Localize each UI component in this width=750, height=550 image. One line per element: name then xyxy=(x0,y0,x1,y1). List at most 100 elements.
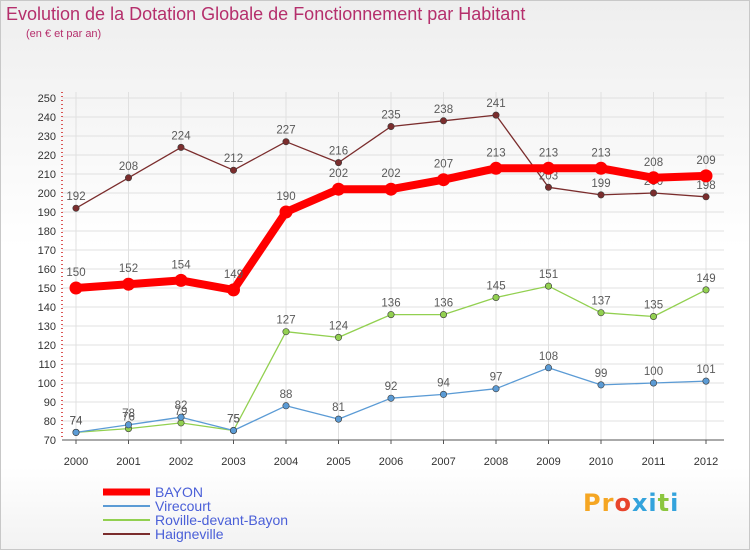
data-point xyxy=(439,390,447,398)
data-label: 150 xyxy=(66,267,85,279)
x-tick-label: 2002 xyxy=(169,456,193,468)
data-label: 152 xyxy=(119,263,138,275)
data-label: 74 xyxy=(70,415,83,427)
data-point xyxy=(489,161,503,175)
data-label: 151 xyxy=(539,269,558,281)
data-point xyxy=(544,364,552,372)
data-label: 88 xyxy=(280,389,293,401)
data-label: 199 xyxy=(591,178,610,190)
data-label: 79 xyxy=(175,406,188,418)
data-label: 235 xyxy=(381,110,400,122)
legend-label: Haigneville xyxy=(155,526,224,542)
data-point xyxy=(72,428,80,436)
y-tick-label: 220 xyxy=(38,150,56,162)
data-point xyxy=(439,117,447,125)
data-label: 203 xyxy=(539,170,558,182)
data-label: 154 xyxy=(171,259,191,271)
data-point xyxy=(594,161,608,175)
logo-letter: i xyxy=(670,489,680,517)
y-tick-label: 140 xyxy=(38,302,56,314)
data-point xyxy=(69,281,83,295)
data-label: 127 xyxy=(276,315,295,327)
y-tick-label: 90 xyxy=(44,397,56,409)
y-tick-label: 170 xyxy=(38,245,56,257)
y-tick-label: 160 xyxy=(38,264,56,276)
y-tick-label: 110 xyxy=(38,359,56,371)
data-label: 101 xyxy=(696,364,715,376)
data-point xyxy=(702,377,710,385)
data-point xyxy=(597,309,605,317)
data-label: 213 xyxy=(539,147,558,159)
data-point xyxy=(122,277,135,291)
data-label: 208 xyxy=(644,157,663,169)
data-point xyxy=(597,191,605,199)
data-label: 124 xyxy=(329,320,349,332)
data-point xyxy=(597,381,605,389)
data-point xyxy=(702,286,710,294)
legend-label: Virecourt xyxy=(155,498,211,514)
data-label: 82 xyxy=(175,400,188,412)
data-label: 136 xyxy=(434,298,453,310)
data-point xyxy=(282,402,290,410)
data-label: 76 xyxy=(122,412,135,424)
data-label: 202 xyxy=(381,168,400,180)
data-label: 74 xyxy=(70,415,83,427)
data-label: 92 xyxy=(385,381,398,393)
data-label: 208 xyxy=(119,161,138,173)
logo-letter: i xyxy=(648,489,658,517)
data-label: 149 xyxy=(696,273,715,285)
data-point xyxy=(230,426,238,434)
data-point xyxy=(334,333,342,341)
data-label: 137 xyxy=(591,296,610,308)
data-label: 227 xyxy=(276,125,295,137)
data-label: 99 xyxy=(595,368,608,380)
y-tick-label: 240 xyxy=(38,112,56,124)
chart-title: Evolution de la Dotation Globale de Fonc… xyxy=(6,4,526,24)
data-point xyxy=(439,311,447,319)
data-point xyxy=(72,204,80,212)
y-tick-label: 230 xyxy=(38,131,56,143)
data-label: 100 xyxy=(644,366,663,378)
x-tick-label: 2010 xyxy=(589,456,613,468)
data-point xyxy=(125,174,133,182)
data-point xyxy=(544,183,552,191)
x-tick-label: 2000 xyxy=(64,456,88,468)
data-point xyxy=(177,413,185,421)
x-tick-label: 2006 xyxy=(379,456,403,468)
data-label: 149 xyxy=(224,269,243,281)
data-point xyxy=(647,171,660,185)
data-label: 207 xyxy=(434,159,453,171)
data-point xyxy=(334,415,342,423)
data-label: 97 xyxy=(490,372,503,384)
data-label: 145 xyxy=(486,281,505,293)
data-label: 213 xyxy=(591,147,610,159)
x-tick-label: 2012 xyxy=(694,456,718,468)
data-point xyxy=(227,283,240,297)
data-point xyxy=(492,385,500,393)
data-label: 135 xyxy=(644,300,663,312)
legend-label: BAYON xyxy=(155,484,203,500)
data-label: 213 xyxy=(486,147,505,159)
data-point xyxy=(492,293,500,301)
data-label: 216 xyxy=(329,146,348,158)
logo-letter: x xyxy=(631,489,649,517)
data-point xyxy=(387,394,395,402)
y-tick-label: 200 xyxy=(38,188,56,200)
data-label: 198 xyxy=(696,180,715,192)
data-point xyxy=(387,311,395,319)
y-tick-label: 250 xyxy=(38,93,56,105)
data-point xyxy=(649,189,657,197)
data-label: 75 xyxy=(227,414,240,426)
x-tick-label: 2007 xyxy=(431,456,455,468)
data-point xyxy=(492,111,500,119)
data-label: 190 xyxy=(276,191,295,203)
logo-letter: o xyxy=(614,489,632,517)
y-tick-label: 100 xyxy=(38,378,56,390)
chart-subtitle: (en € et par an) xyxy=(26,28,102,40)
y-tick-label: 130 xyxy=(38,321,56,333)
y-tick-label: 190 xyxy=(38,207,56,219)
data-label: 238 xyxy=(434,104,453,116)
x-tick-label: 2008 xyxy=(484,456,508,468)
x-tick-label: 2011 xyxy=(642,456,666,468)
